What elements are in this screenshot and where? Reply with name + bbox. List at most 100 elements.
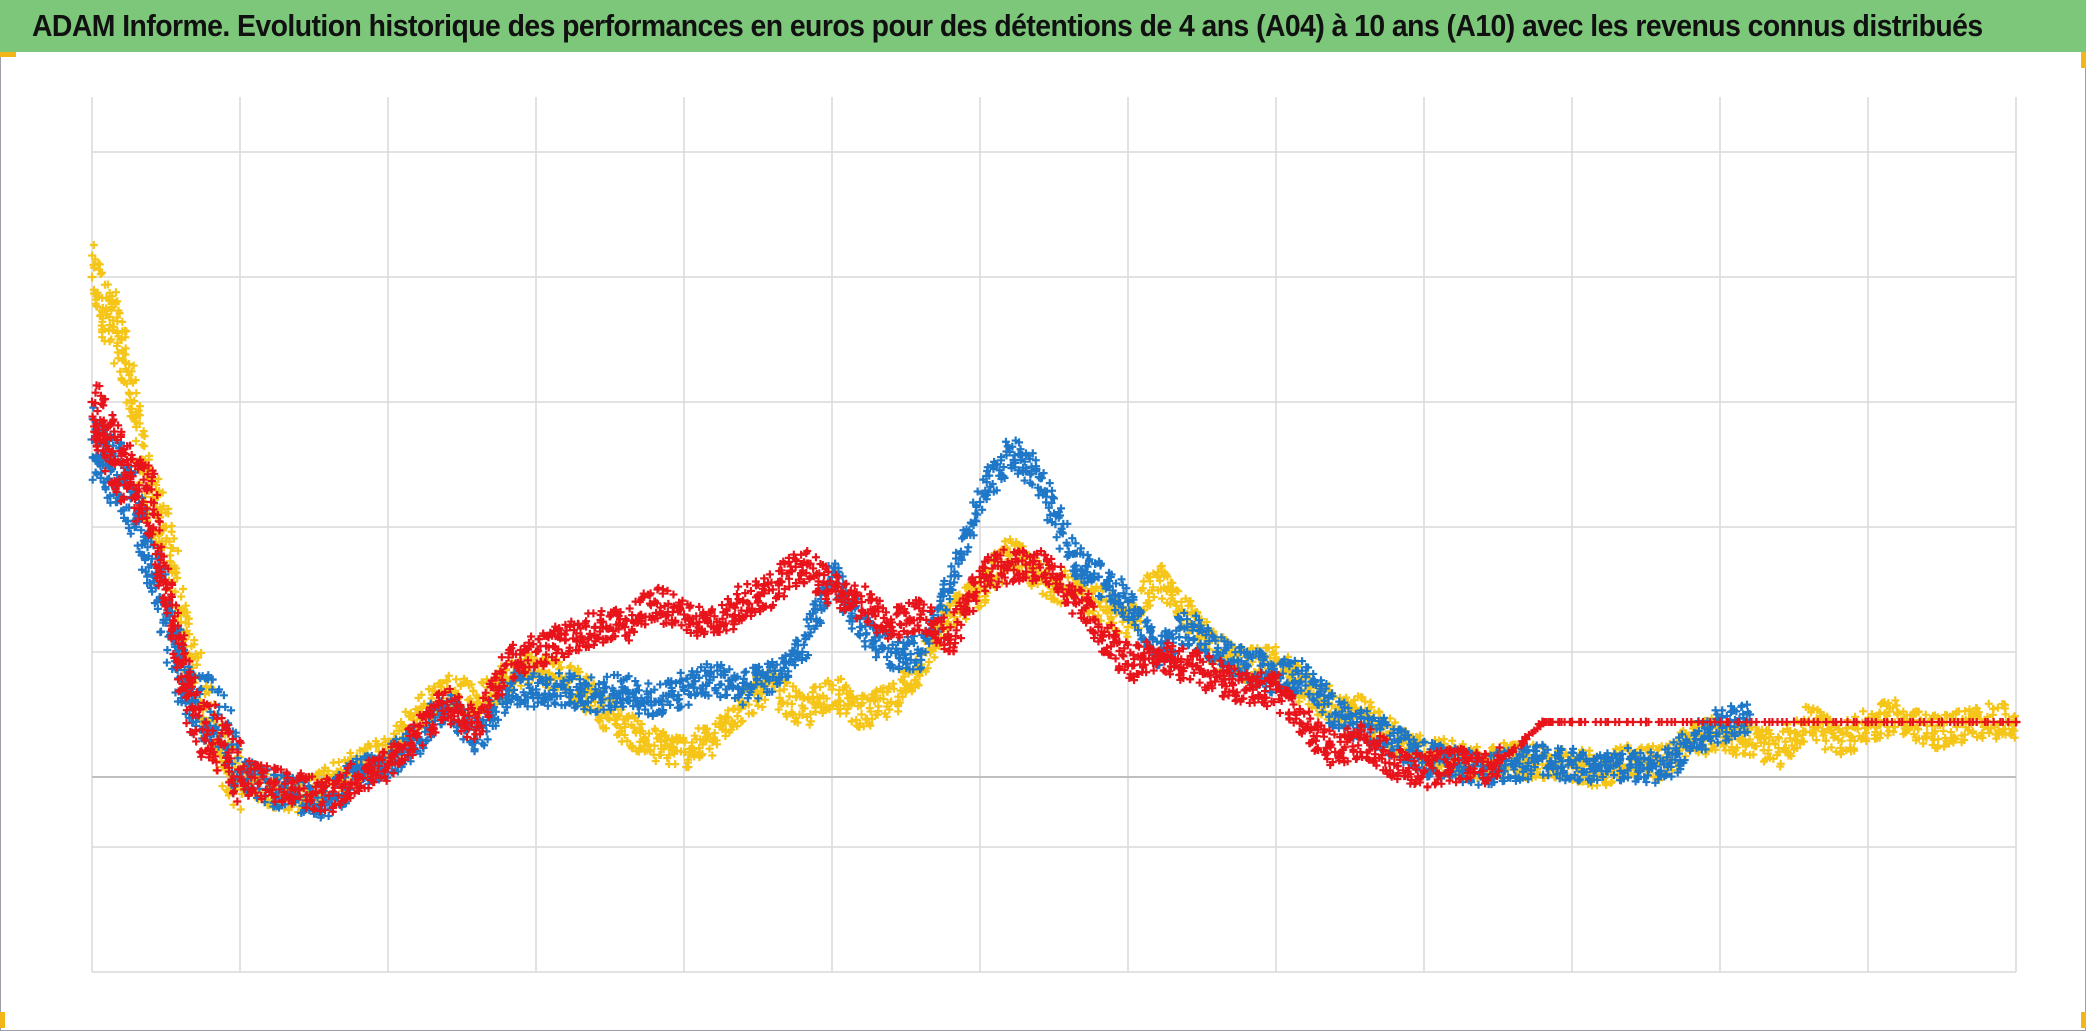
cloud-point-yellow	[680, 747, 689, 756]
cloud-point-yellow	[133, 410, 142, 419]
cloud-point-blue	[964, 543, 973, 552]
cloud-point-yellow	[171, 568, 180, 577]
cloud-point-yellow	[1760, 734, 1769, 743]
cloud-point-yellow	[1793, 744, 1802, 753]
cloud-point-yellow	[2010, 733, 2019, 742]
cloud-point-yellow	[545, 668, 554, 677]
cloud-point-yellow	[1831, 732, 1840, 741]
cloud-point-yellow	[1602, 781, 1611, 790]
cloud-point-yellow	[1973, 710, 1982, 719]
cloud-point-yellow	[803, 692, 812, 701]
cloud-point-yellow	[1094, 611, 1103, 620]
cloud-point-yellow	[1375, 708, 1384, 717]
cloud-point-blue	[527, 688, 536, 697]
cloud-point-yellow	[181, 601, 190, 610]
cloud-point-yellow	[340, 756, 349, 765]
cloud-point-yellow	[170, 561, 179, 570]
cloud-point-yellow	[179, 585, 188, 594]
cloud-point-blue	[529, 694, 538, 703]
cloud-point-yellow	[406, 711, 415, 720]
cloud-point-blue	[1055, 544, 1064, 553]
cloud-point-yellow	[218, 782, 227, 791]
cloud-point-yellow	[721, 712, 730, 721]
cloud-point-yellow	[708, 751, 717, 760]
cloud-point-yellow	[1914, 707, 1923, 716]
cloud-point-yellow	[1137, 586, 1146, 595]
cloud-point-yellow	[1762, 726, 1771, 735]
cloud-point-yellow	[1177, 597, 1186, 606]
cloud-point-blue	[541, 680, 550, 689]
cloud-point-blue	[421, 727, 430, 736]
cloud-point-yellow	[1827, 743, 1836, 752]
cloud-point-yellow	[1979, 722, 1988, 731]
cloud-point-yellow	[733, 712, 742, 721]
cloud-point-yellow	[1042, 591, 1051, 600]
cloud-point-yellow	[885, 682, 894, 691]
cloud-point-yellow	[892, 699, 901, 708]
cloud-point-blue	[530, 702, 539, 711]
cloud-point-yellow	[171, 587, 180, 596]
series-layer	[87, 240, 2021, 822]
cloud-point-yellow	[2001, 710, 2010, 719]
cloud-point-blue	[555, 669, 564, 678]
cloud-point-yellow	[1648, 742, 1657, 751]
cloud-point-blue	[491, 707, 500, 716]
cloud-point-yellow	[1899, 716, 1908, 725]
cloud-point-yellow	[424, 685, 433, 694]
cloud-point-yellow	[601, 724, 610, 733]
cloud-point-yellow	[859, 722, 868, 731]
cloud-point-yellow	[1750, 742, 1759, 751]
cloud-point-blue	[96, 461, 105, 470]
title-bar: ADAM Informe. Evolution historique des p…	[0, 0, 2086, 52]
cloud-point-yellow	[1170, 597, 1179, 606]
cloud-point-yellow	[1145, 577, 1154, 586]
cloud-point-blue	[304, 782, 313, 791]
cloud-point-yellow	[1797, 737, 1806, 746]
cloud-point-yellow	[96, 270, 105, 279]
cloud-point-yellow	[630, 714, 639, 723]
cloud-point-yellow	[1061, 567, 1070, 576]
cloud-point-yellow	[1862, 737, 1871, 746]
cloud-point-yellow	[116, 367, 125, 376]
cloud-point-yellow	[100, 324, 109, 333]
cloud-point-yellow	[775, 686, 784, 695]
cloud-point-yellow	[1885, 727, 1894, 736]
cloud-point-blue	[567, 690, 576, 699]
cloud-point-yellow	[1761, 755, 1770, 764]
cloud-point-yellow	[1753, 728, 1762, 737]
cloud-point-blue	[559, 680, 568, 689]
cloud-point-yellow	[1367, 703, 1376, 712]
point-yellow-23	[649, 741, 659, 751]
cloud-point-yellow	[921, 667, 930, 676]
cloud-point-yellow	[109, 322, 118, 331]
cloud-point-yellow	[1123, 632, 1132, 641]
cloud-point-yellow	[556, 663, 565, 672]
cloud-point-blue	[88, 475, 97, 484]
cloud-point-yellow	[806, 710, 815, 719]
cloud-point-yellow	[795, 710, 804, 719]
cloud-point-yellow	[105, 321, 114, 330]
cloud-point-blue	[491, 721, 500, 730]
cloud-point-yellow	[659, 745, 668, 754]
cloud-point-yellow	[1358, 693, 1367, 702]
cloud-point-blue	[470, 747, 479, 756]
cloud-point-yellow	[613, 730, 622, 739]
corner-mark-top-right	[2081, 52, 2086, 68]
cloud-point-yellow	[1921, 710, 1930, 719]
cloud-point-yellow	[1047, 594, 1056, 603]
cloud-point-yellow	[814, 699, 823, 708]
cloud-point-yellow	[1155, 576, 1164, 585]
cloud-point-yellow	[140, 432, 149, 441]
cloud-point-yellow	[847, 700, 856, 709]
cloud-point-yellow	[1787, 741, 1796, 750]
cloud-point-yellow	[135, 419, 144, 428]
point-yellow-0	[87, 272, 97, 282]
cloud-point-blue	[252, 793, 261, 802]
cloud-point-yellow	[98, 317, 107, 326]
cloud-point-yellow	[119, 356, 128, 365]
cloud-point-yellow	[1710, 742, 1719, 751]
cloud-point-yellow	[1741, 742, 1750, 751]
cloud-point-yellow	[866, 721, 875, 730]
cloud-point-blue	[644, 679, 653, 688]
cloud-point-yellow	[671, 760, 680, 769]
